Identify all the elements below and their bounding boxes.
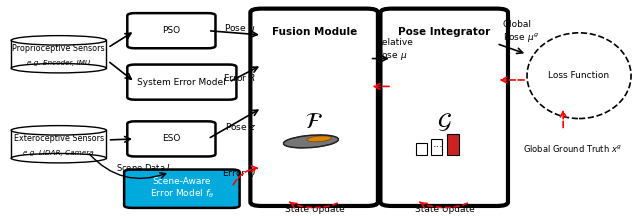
Text: Relative
Pose $\mu$: Relative Pose $\mu$ <box>376 38 413 62</box>
Ellipse shape <box>284 135 339 148</box>
FancyBboxPatch shape <box>127 121 216 156</box>
Text: Pose $z$: Pose $z$ <box>225 121 255 132</box>
Bar <box>415 143 427 155</box>
Ellipse shape <box>527 33 631 119</box>
Ellipse shape <box>11 36 106 45</box>
Text: Error $Q$: Error $Q$ <box>221 167 255 179</box>
Text: Pose Integrator: Pose Integrator <box>398 27 490 37</box>
Bar <box>431 139 442 155</box>
Ellipse shape <box>11 126 106 135</box>
Text: Pose $u$: Pose $u$ <box>224 22 255 33</box>
Text: PSO: PSO <box>163 26 180 35</box>
Text: System Error Model: System Error Model <box>138 78 226 87</box>
Text: $\mathcal{F}$: $\mathcal{F}$ <box>305 113 323 132</box>
Ellipse shape <box>11 154 106 163</box>
Polygon shape <box>11 40 106 68</box>
FancyBboxPatch shape <box>250 9 378 206</box>
Text: Scene Data $I$: Scene Data $I$ <box>116 162 171 173</box>
Text: Proprioceptive Sensors: Proprioceptive Sensors <box>12 44 105 53</box>
Text: e.g. Encoder, IMU: e.g. Encoder, IMU <box>28 60 90 66</box>
Polygon shape <box>11 130 106 158</box>
Text: ESO: ESO <box>162 134 180 143</box>
Text: Scene-Aware
Error Model $f_{\theta}$: Scene-Aware Error Model $f_{\theta}$ <box>150 177 214 200</box>
Ellipse shape <box>307 136 332 142</box>
Ellipse shape <box>11 64 106 73</box>
Text: $\mathcal{G}$: $\mathcal{G}$ <box>436 112 452 133</box>
FancyBboxPatch shape <box>380 9 508 206</box>
Text: State Update: State Update <box>285 205 344 214</box>
FancyBboxPatch shape <box>127 13 216 48</box>
Text: State Update: State Update <box>415 205 474 214</box>
Text: Error $R$: Error $R$ <box>223 72 255 83</box>
FancyBboxPatch shape <box>127 65 236 100</box>
FancyBboxPatch shape <box>124 170 239 208</box>
Text: ···: ··· <box>433 142 444 152</box>
Text: Fusion Module: Fusion Module <box>271 27 356 37</box>
Bar <box>447 134 459 155</box>
Text: e.g. LiDAR, Camera: e.g. LiDAR, Camera <box>24 150 94 156</box>
Text: Exteroceptive Sensors: Exteroceptive Sensors <box>13 134 104 143</box>
Text: Global
Pose $\mu^g$: Global Pose $\mu^g$ <box>503 20 539 44</box>
Text: Loss Function: Loss Function <box>548 71 609 80</box>
Text: Global Ground Truth $x^g$: Global Ground Truth $x^g$ <box>523 143 622 154</box>
